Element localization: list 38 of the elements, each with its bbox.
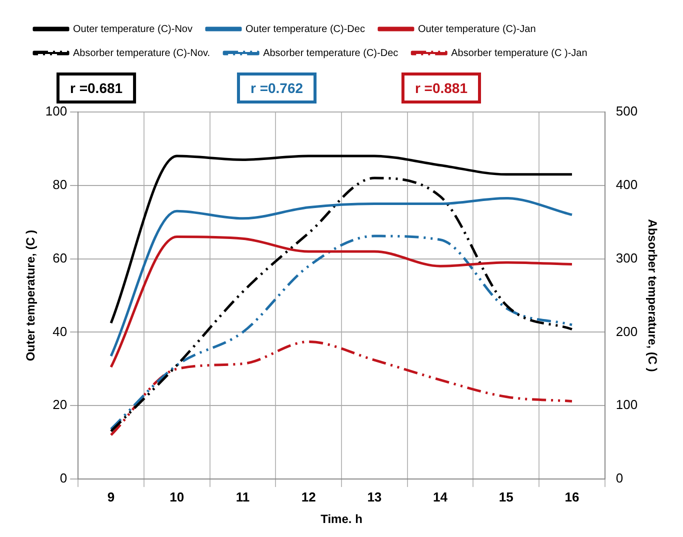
y-tick-label: 20 [52,397,68,412]
text: r =0.762 [250,80,304,96]
y-tick-label: 100 [45,104,68,119]
y-axis-title: Outer temperature, (C ) [24,230,38,362]
x-tick-label: 14 [433,489,448,504]
x-tick-label: 12 [301,489,316,504]
x-tick-label: 10 [170,489,184,504]
y-tick-label: 40 [52,324,68,339]
line-series [110,176,574,433]
y2-tick-label: 200 [616,324,638,339]
x-tick-label: 15 [498,489,514,504]
line-series [110,340,574,436]
line-series [110,234,574,430]
legend-label: Outer temperature (C)-Nov [73,24,192,35]
y-tick-label: 60 [52,250,68,266]
y2-tick-label: 0 [616,470,624,486]
line-series [110,196,574,358]
y2-tick-label: 300 [616,250,638,266]
text: r =0.681 [70,80,123,96]
y2-tick-label: 500 [616,104,638,119]
x-tick-label: 13 [367,489,382,504]
legend-label: Outer temperature (C)-Dec [245,24,365,35]
legend-label: Outer temperature (C)-Jan [418,24,536,35]
line-series [110,236,574,368]
y2-tick-label: 100 [616,397,638,412]
x-tick-label: 16 [564,489,580,504]
x-tick-label: 11 [236,489,250,504]
text: r =0.881 [414,80,468,96]
legend-label: Absorber temperature (C )-Jan [451,48,588,59]
y2-tick-label: 400 [616,176,638,192]
x-tick-label: 9 [107,489,115,504]
x-axis-title: Time. h [320,512,362,526]
y2-axis-title: Absorber temperature, (C ) [645,219,660,372]
line-series [110,154,574,324]
legend-label: Absorber temperature (C)-Nov. [73,48,210,59]
y-tick-label: 80 [52,176,68,192]
y-tick-label: 0 [60,470,68,486]
legend-label: Absorber temperature (C)-Dec [263,48,398,59]
